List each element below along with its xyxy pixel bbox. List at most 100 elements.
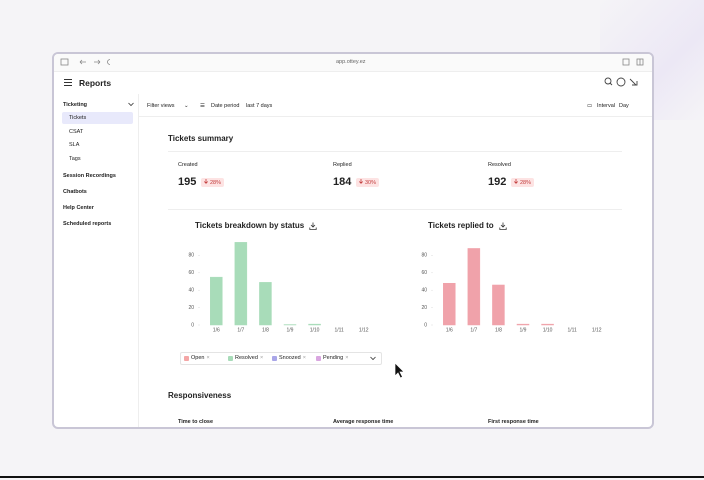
bar [467,248,481,326]
change-badge: 28% [511,178,535,187]
legend-label[interactable]: Resolved [235,355,258,361]
header-icons[interactable] [604,76,648,88]
selected-item [62,112,133,124]
bar [492,284,505,326]
sidebar-section[interactable]: Ticketing [63,102,88,108]
chart-title-text: Tickets replied to [428,221,494,230]
download-icon[interactable] [309,222,317,230]
y-tick-label: 0 [424,322,427,328]
x-tick-label: 1/6 [446,327,453,333]
sidebar-item[interactable]: CSAT [69,129,84,135]
x-tick-label: 1/12 [592,327,602,333]
chart-title: Tickets replied to [428,221,507,230]
y-tick-label: 60 [188,270,194,276]
url[interactable]: app.ottey.ez [336,59,366,65]
sidebar-link[interactable]: Chatbots [63,189,87,195]
bar [210,276,223,326]
x-tick-label: 1/10 [543,327,553,333]
y-tick-label: 40 [188,288,194,294]
stat-label: Resolved [488,162,511,168]
remove-icon[interactable]: × [302,355,306,361]
stat-label: Replied [333,162,352,168]
remove-icon[interactable]: × [259,355,264,361]
x-tick-label: 1/6 [213,327,220,333]
date-value[interactable]: last 7 days [246,103,273,109]
legend-swatch [184,355,189,361]
down-arrow [359,179,363,184]
stat-value: 184 [333,176,352,188]
sidebar-link[interactable]: Help Center [63,205,94,211]
legend-label[interactable]: Snoozed [279,355,301,361]
stat-label: Created [178,162,198,168]
y-tick-label: 60 [421,270,427,276]
section-title: Tickets summary [168,134,234,143]
browser-bar: app.ottey.ez [54,54,652,72]
toolbar-border [139,116,652,117]
remove-icon[interactable]: × [345,355,349,361]
chart-title: Tickets breakdown by status [195,221,317,230]
page-title: Reports [79,78,112,88]
legend-swatch [316,355,321,361]
bar-chart: 0 20 40 60 80 1/6 1/7 1/8 1/9 1/10 1/11 1/12 [188,242,369,333]
section-title: Responsiveness [168,391,232,400]
x-tick-label: 1/7 [237,327,244,333]
legend-swatch [272,355,277,361]
bar [259,282,272,326]
down-arrow [514,179,518,184]
change-value: 28% [210,180,222,186]
x-tick-label: 1/11 [334,327,344,333]
y-tick-label: 80 [188,253,194,259]
x-tick-label: 1/8 [495,327,502,333]
sidebar-link[interactable]: Session Recordings [63,173,116,179]
y-tick-label: 40 [421,288,427,294]
x-tick-label: 1/10 [310,327,320,333]
legend-box [180,352,382,365]
stat-value: 192 [488,176,507,188]
menu-icon[interactable] [63,78,73,87]
legend-label[interactable]: Open [191,355,205,361]
metric-label: Time to close [178,419,214,425]
bar-chart: 0 20 40 60 80 1/6 1/7 1/8 1/9 1/10 1/11 1/12 [421,248,602,333]
nav-icons[interactable] [60,58,110,68]
bottom-line [0,476,704,478]
x-tick-label: 1/11 [567,327,577,333]
x-tick-label: 1/9 [287,327,294,333]
interval-label[interactable]: Interval [597,103,616,109]
date-icon: ☰ [200,103,205,109]
metric-label: First response time [488,419,539,425]
remove-icon[interactable]: × [206,355,210,361]
filter-views[interactable]: Filter views [147,103,175,109]
y-tick-label: 20 [188,305,194,311]
cursor [394,362,405,379]
legend-item: Snoozed × [272,355,306,361]
sidebar-link[interactable]: Scheduled reports [63,221,112,227]
calendar-icon: ▭ [587,103,593,109]
down-arrow [204,179,208,184]
chevron [128,102,134,107]
browser-actions[interactable] [622,58,648,68]
x-tick-label: 1/9 [520,327,527,333]
sidebar-item[interactable]: SLA [69,142,80,148]
x-tick-label: 1/12 [359,327,369,333]
legend-label[interactable]: Pending [323,355,344,361]
x-tick-label: 1/7 [470,327,477,333]
sidebar-item[interactable]: Tags [69,156,81,162]
bar [308,323,321,326]
sidebar-item[interactable]: Tickets [69,115,87,121]
download-icon[interactable] [499,222,507,230]
metric-label: Average response time [333,419,394,425]
chart-title-text: Tickets breakdown by status [195,221,305,230]
bar [516,323,530,326]
interval-value[interactable]: Day [619,103,629,109]
change-badge: 28% [201,178,225,187]
chevron[interactable] [370,356,376,361]
x-tick-label: 1/8 [262,327,269,333]
chevron: ⌄ [184,103,189,109]
sidebar [54,94,139,427]
divider [168,209,622,210]
divider [168,151,622,152]
legend-swatch [228,355,233,361]
date-label[interactable]: Date period [211,103,240,109]
bar [443,282,456,326]
legend-item: Resolved × [228,355,263,361]
